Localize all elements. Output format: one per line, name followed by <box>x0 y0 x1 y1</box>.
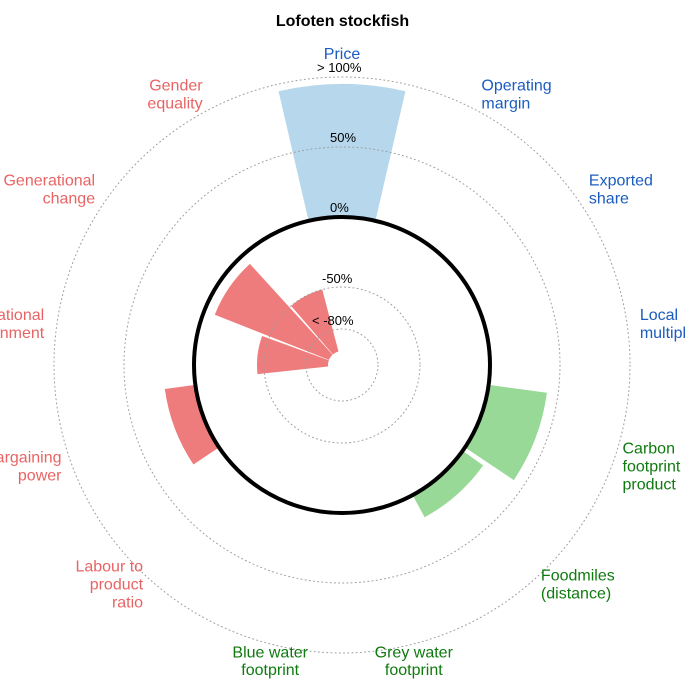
label-labour-ratio: Labour toproductratio <box>75 559 143 612</box>
label-educational: Educationalattainment <box>0 307 45 342</box>
wedge-bargaining-power <box>165 385 219 465</box>
ring-label-0: 0% <box>330 200 349 215</box>
ring-label--80: < -80% <box>312 313 354 328</box>
label-local-multiplier: Localmultiplier <box>640 307 685 342</box>
label-bargaining-power: Bargainingpower <box>0 449 62 484</box>
label-price: Price <box>324 46 361 63</box>
label-blue-water: Blue waterfootprint <box>232 644 308 679</box>
wedge-foodmiles <box>413 451 484 517</box>
label-exported-share: Exportedshare <box>589 173 653 208</box>
label-operating-margin: Operatingmargin <box>481 77 551 112</box>
label-carbon-footprint: Carbonfootprint ofproduct <box>623 440 685 493</box>
label-grey-water: Grey waterfootprint <box>375 644 454 679</box>
label-generational-change: Generationalchange <box>3 173 95 208</box>
ring-0 <box>194 217 490 513</box>
label-gender-equality: Genderequality <box>147 77 203 112</box>
chart-title: Lofoten stockfish <box>276 13 409 30</box>
polar-chart: < -80%-50%0%50%> 100%PriceOperatingmargi… <box>0 0 685 681</box>
ring-label--50: -50% <box>322 271 353 286</box>
label-foodmiles: Foodmiles(distance) <box>541 568 615 603</box>
ring-label-50: 50% <box>330 130 356 145</box>
